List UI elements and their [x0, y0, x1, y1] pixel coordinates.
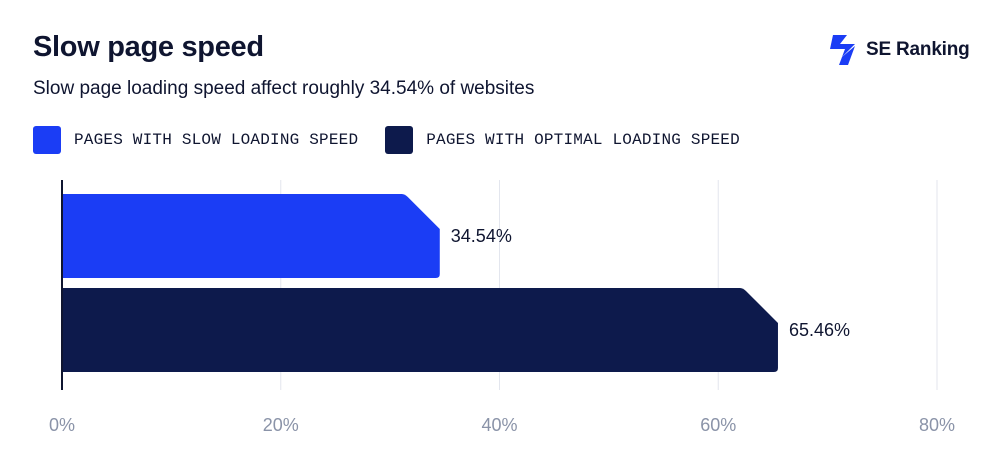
- x-tick-label: 60%: [700, 415, 736, 435]
- page-title: Slow page speed: [33, 31, 264, 63]
- bar-value-label: 34.54%: [451, 226, 512, 246]
- bar-value-label: 65.46%: [789, 320, 850, 340]
- x-tick-label: 40%: [481, 415, 517, 435]
- se-ranking-logo-icon: [830, 35, 855, 65]
- x-tick-label: 20%: [263, 415, 299, 435]
- legend-label-optimal: PAGES WITH OPTIMAL LOADING SPEED: [426, 131, 740, 149]
- legend-item-slow: PAGES WITH SLOW LOADING SPEED: [33, 126, 358, 154]
- brand-name: SE Ranking: [866, 39, 970, 60]
- x-tick-label: 0%: [49, 415, 75, 435]
- bar-slow-loading: [62, 194, 440, 278]
- brand-logo: SE Ranking: [828, 34, 970, 66]
- page-subtitle: Slow page loading speed affect roughly 3…: [33, 78, 535, 99]
- legend-item-optimal: PAGES WITH OPTIMAL LOADING SPEED: [385, 126, 740, 154]
- bar-optimal-loading: [62, 288, 778, 372]
- x-tick-label: 80%: [919, 415, 955, 435]
- legend-swatch-slow: [33, 126, 61, 154]
- legend-label-slow: PAGES WITH SLOW LOADING SPEED: [74, 131, 359, 149]
- legend-swatch-optimal: [385, 126, 414, 154]
- chart-legend: PAGES WITH SLOW LOADING SPEED PAGES WITH…: [33, 126, 740, 154]
